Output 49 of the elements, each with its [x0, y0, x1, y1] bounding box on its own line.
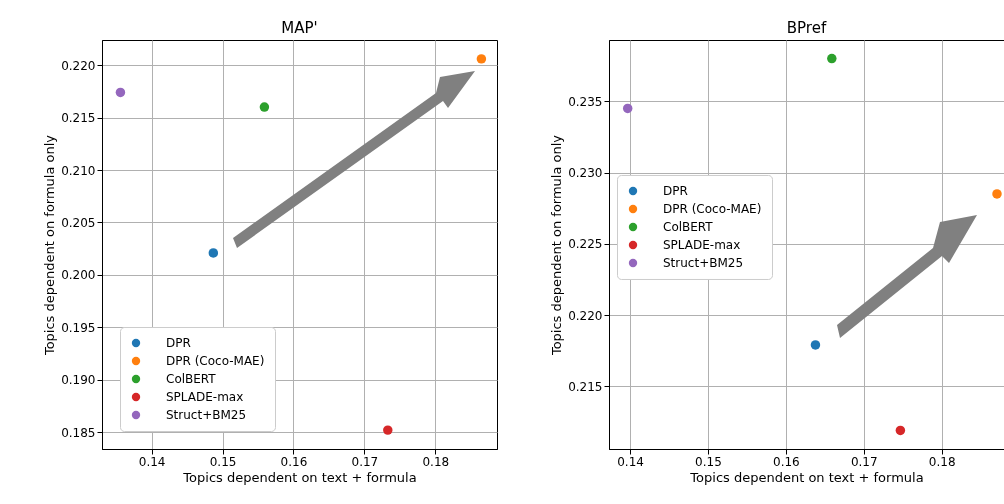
legend-label: SPLADE-max — [663, 237, 741, 252]
chart-title: MAP' — [281, 19, 318, 37]
point — [208, 248, 219, 258]
point — [810, 340, 821, 350]
y-tick-label: 0.230 — [568, 166, 603, 181]
y-tick-label: 0.195 — [61, 320, 96, 335]
y-tick-label: 0.235 — [568, 94, 603, 109]
y-axis-title: Topics dependent on formula only — [549, 134, 565, 357]
point — [895, 425, 906, 436]
legend-label: ColBERT — [663, 219, 714, 234]
point — [622, 103, 633, 114]
y-tick-label: 0.225 — [568, 237, 603, 252]
x-tick-label: 0.16 — [772, 454, 800, 469]
legend-label: DPR — [663, 183, 688, 198]
legend-label: Struct+BM25 — [166, 408, 247, 422]
x-tick-label: 0.14 — [138, 454, 166, 469]
y-tick-label: 0.200 — [61, 268, 96, 283]
x-axis-title: Topics dependent on text + formula — [689, 469, 924, 485]
x-tick-label: 0.15 — [695, 454, 722, 469]
point — [383, 425, 393, 435]
point — [259, 102, 270, 112]
x-tick-label: 0.17 — [850, 454, 878, 469]
legend-label: SPLADE-max — [166, 390, 244, 404]
y-tick-label: 0.215 — [568, 379, 603, 394]
chart-title: BPref — [786, 19, 827, 37]
y-tick-label: 0.185 — [61, 425, 96, 440]
y-axis-title: Topics dependent on formula only — [42, 134, 58, 357]
legend-label: Struct+BM25 — [663, 255, 744, 270]
point — [992, 189, 1002, 199]
point — [476, 54, 487, 64]
x-tick-label: 0.15 — [209, 454, 237, 469]
legend-label: DPR (Coco-MAE) — [166, 354, 265, 368]
x-axis-title: Topics dependent on text + formula — [182, 469, 417, 485]
y-tick-label: 0.220 — [568, 308, 603, 323]
y-tick-label: 0.210 — [61, 163, 96, 178]
y-tick-label: 0.220 — [61, 58, 96, 73]
legend-label: ColBERT — [166, 372, 217, 386]
point — [115, 87, 126, 98]
point — [827, 53, 837, 64]
x-tick-label: 0.14 — [617, 454, 644, 469]
x-tick-label: 0.16 — [280, 454, 308, 469]
y-tick-label: 0.190 — [61, 373, 96, 388]
x-tick-label: 0.17 — [351, 454, 379, 469]
x-tick-label: 0.18 — [422, 454, 450, 469]
y-tick-label: 0.215 — [61, 111, 96, 126]
legend-label: DPR (Coco-MAE) — [663, 201, 762, 216]
legend-label: DPR — [166, 336, 191, 350]
x-tick-label: 0.18 — [928, 454, 956, 469]
y-tick-label: 0.205 — [61, 215, 96, 230]
